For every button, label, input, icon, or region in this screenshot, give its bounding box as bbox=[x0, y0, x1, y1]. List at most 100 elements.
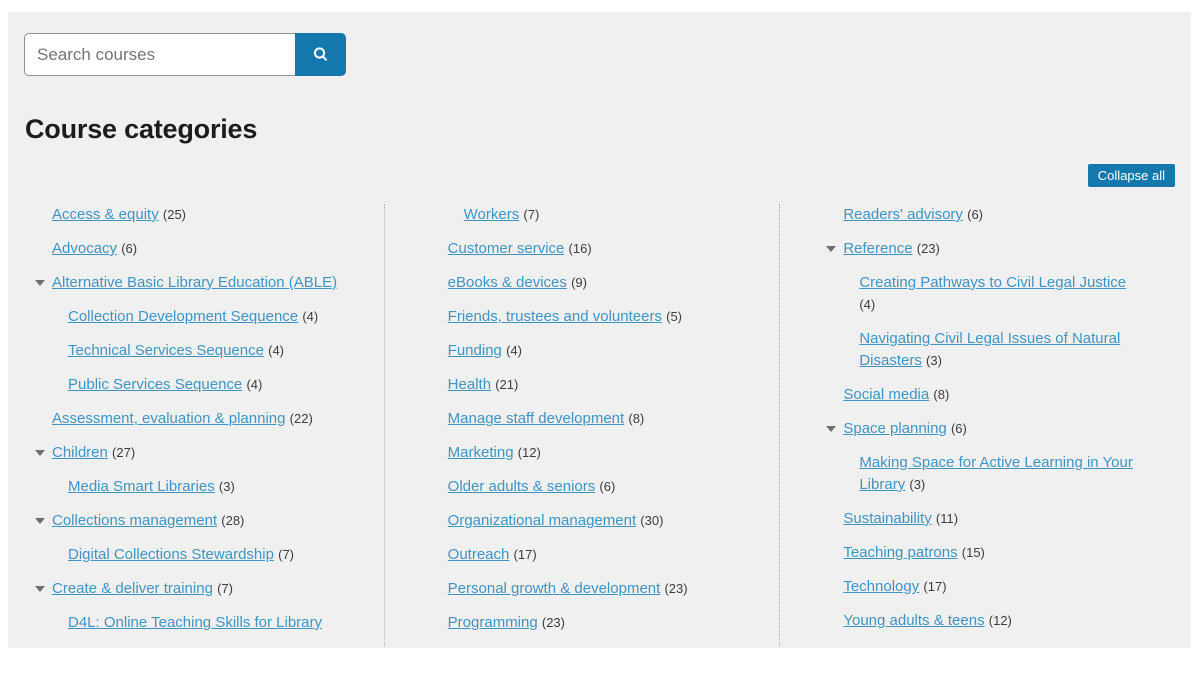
category-link[interactable]: Assessment, evaluation & planning bbox=[52, 410, 286, 427]
category-link[interactable]: Teaching patrons bbox=[843, 544, 958, 561]
category-item: Readers' advisory (6) bbox=[824, 204, 1175, 226]
category-link[interactable]: Reference bbox=[843, 240, 913, 257]
category-link[interactable]: Digital Collections Stewardship bbox=[68, 546, 274, 563]
category-count: (3) bbox=[926, 353, 942, 368]
toolbar: Collapse all bbox=[24, 164, 1175, 187]
category-link[interactable]: Access & equity bbox=[52, 206, 159, 223]
category-item: Sustainability (11) bbox=[824, 508, 1175, 530]
category-link[interactable]: Friends, trustees and volunteers bbox=[447, 308, 662, 325]
category-item: Customer service (16) bbox=[429, 238, 780, 260]
subcategory-item: Collection Development Sequence (4) bbox=[33, 306, 384, 328]
category-link[interactable]: Programming bbox=[447, 614, 538, 631]
subcategory-item: Digital Collections Stewardship (7) bbox=[33, 544, 384, 566]
caret-down-icon[interactable] bbox=[826, 426, 837, 432]
category-count: (6) bbox=[121, 241, 138, 256]
page-title: Course categories bbox=[25, 114, 258, 144]
category-item: Programming (23) bbox=[429, 612, 780, 634]
category-link[interactable]: Health bbox=[447, 376, 492, 393]
category-item: Assessment, evaluation & planning (22) bbox=[33, 408, 384, 430]
category-item: Marketing (12) bbox=[429, 442, 780, 464]
category-count: (12) bbox=[988, 613, 1012, 628]
subcategory-item: Media Smart Libraries (3) bbox=[33, 476, 384, 498]
category-item: Social media (8) bbox=[824, 384, 1175, 406]
caret-down-icon[interactable] bbox=[826, 246, 837, 252]
subcategory-item: Making Space for Active Learning in Your… bbox=[824, 452, 1141, 496]
category-item: Funding (4) bbox=[429, 340, 780, 362]
caret-down-icon[interactable] bbox=[35, 518, 45, 524]
category-link[interactable]: Public Services Sequence bbox=[68, 376, 243, 393]
category-link[interactable]: Media Smart Libraries bbox=[68, 478, 215, 495]
category-count: (27) bbox=[112, 445, 136, 460]
category-link[interactable]: Organizational management bbox=[447, 512, 637, 529]
collapse-all-button[interactable]: Collapse all bbox=[1087, 164, 1175, 187]
category-item: Access & equity (25) bbox=[33, 204, 384, 226]
subcategory-item: Navigating Civil Legal Issues of Natural… bbox=[824, 328, 1141, 372]
category-columns: Access & equity (25) Advocacy (6) Alternat… bbox=[24, 204, 1175, 646]
category-count: (16) bbox=[568, 241, 592, 256]
category-column: Access & equity (25) Advocacy (6) Alternat… bbox=[24, 204, 384, 646]
category-link[interactable]: Workers bbox=[463, 206, 520, 223]
category-item: Friends, trustees and volunteers (5) bbox=[429, 306, 780, 328]
category-link[interactable]: Navigating Civil Legal Issues of Natural… bbox=[859, 330, 1121, 369]
category-count: (11) bbox=[935, 511, 959, 526]
category-column: Readers' advisory (6) Reference (23) Creat… bbox=[779, 204, 1175, 646]
category-item: Space planning (6) bbox=[824, 418, 1175, 440]
category-link[interactable]: Alternative Basic Library Education (ABL… bbox=[52, 274, 338, 291]
caret-down-icon[interactable] bbox=[35, 280, 45, 286]
category-count: (6) bbox=[950, 421, 967, 436]
search-input[interactable] bbox=[24, 33, 295, 76]
category-count: (8) bbox=[933, 387, 950, 402]
category-link[interactable]: Customer service bbox=[447, 240, 565, 257]
category-count: (6) bbox=[599, 479, 616, 494]
category-link[interactable]: Social media bbox=[843, 386, 930, 403]
subcategory-item: Technical Services Sequence (4) bbox=[33, 340, 384, 362]
category-count: (30) bbox=[640, 513, 664, 528]
category-link[interactable]: Funding bbox=[447, 342, 502, 359]
subcategory-item: D4L: Online Teaching Skills for Library bbox=[33, 612, 384, 634]
category-link[interactable]: Sustainability bbox=[843, 510, 932, 527]
category-column: Workers (7) Customer service (16) eBooks &… bbox=[383, 204, 780, 646]
search-button[interactable] bbox=[295, 33, 346, 76]
category-link[interactable]: Advocacy bbox=[52, 240, 118, 257]
category-item: Teaching patrons (15) bbox=[824, 542, 1175, 564]
category-item: Create & deliver training (7) bbox=[33, 578, 384, 600]
category-link[interactable]: Making Space for Active Learning in Your… bbox=[859, 454, 1133, 493]
category-link[interactable]: Personal growth & development bbox=[447, 580, 661, 597]
category-link[interactable]: Readers' advisory bbox=[843, 206, 963, 223]
category-count: (28) bbox=[221, 513, 245, 528]
category-item: Alternative Basic Library Education (ABL… bbox=[33, 272, 384, 294]
subcategory-item: Public Services Sequence (4) bbox=[33, 374, 384, 396]
category-link[interactable]: Children bbox=[52, 444, 108, 461]
category-link[interactable]: Space planning bbox=[843, 420, 947, 437]
subcategory-item: Workers (7) bbox=[429, 204, 780, 226]
category-link[interactable]: Create & deliver training bbox=[52, 580, 213, 597]
category-count: (7) bbox=[523, 207, 540, 222]
category-link[interactable]: Collection Development Sequence bbox=[68, 308, 299, 325]
caret-down-icon[interactable] bbox=[35, 586, 45, 592]
category-link[interactable]: Manage staff development bbox=[447, 410, 625, 427]
category-item: Older adults & seniors (6) bbox=[429, 476, 780, 498]
category-link[interactable]: Marketing bbox=[447, 444, 514, 461]
magnifier-icon bbox=[313, 46, 327, 61]
category-link[interactable]: Creating Pathways to Civil Legal Justice bbox=[859, 274, 1127, 291]
category-count: (23) bbox=[916, 241, 940, 256]
category-link[interactable]: Collections management bbox=[52, 512, 218, 529]
category-item: Health (21) bbox=[429, 374, 780, 396]
category-count: (3) bbox=[909, 477, 926, 492]
category-link[interactable]: Young adults & teens bbox=[843, 612, 985, 629]
category-item: Manage staff development (8) bbox=[429, 408, 780, 430]
category-item: Technology (17) bbox=[824, 576, 1175, 598]
category-count: (7) bbox=[278, 547, 294, 562]
category-link[interactable]: Technical Services Sequence bbox=[68, 342, 264, 359]
course-categories-panel: Course categories Collapse all Access & … bbox=[8, 12, 1191, 648]
category-count: (3) bbox=[218, 479, 235, 494]
category-link[interactable]: Technology bbox=[843, 578, 920, 595]
category-link[interactable]: D4L: Online Teaching Skills for Library bbox=[68, 614, 323, 631]
category-count: (25) bbox=[162, 207, 187, 222]
category-link[interactable]: Older adults & seniors bbox=[447, 478, 596, 495]
category-link[interactable]: Outreach bbox=[447, 546, 510, 563]
caret-down-icon[interactable] bbox=[35, 450, 45, 456]
category-link[interactable]: eBooks & devices bbox=[447, 274, 567, 291]
category-count: (8) bbox=[628, 411, 645, 426]
category-count: (4) bbox=[246, 377, 263, 392]
